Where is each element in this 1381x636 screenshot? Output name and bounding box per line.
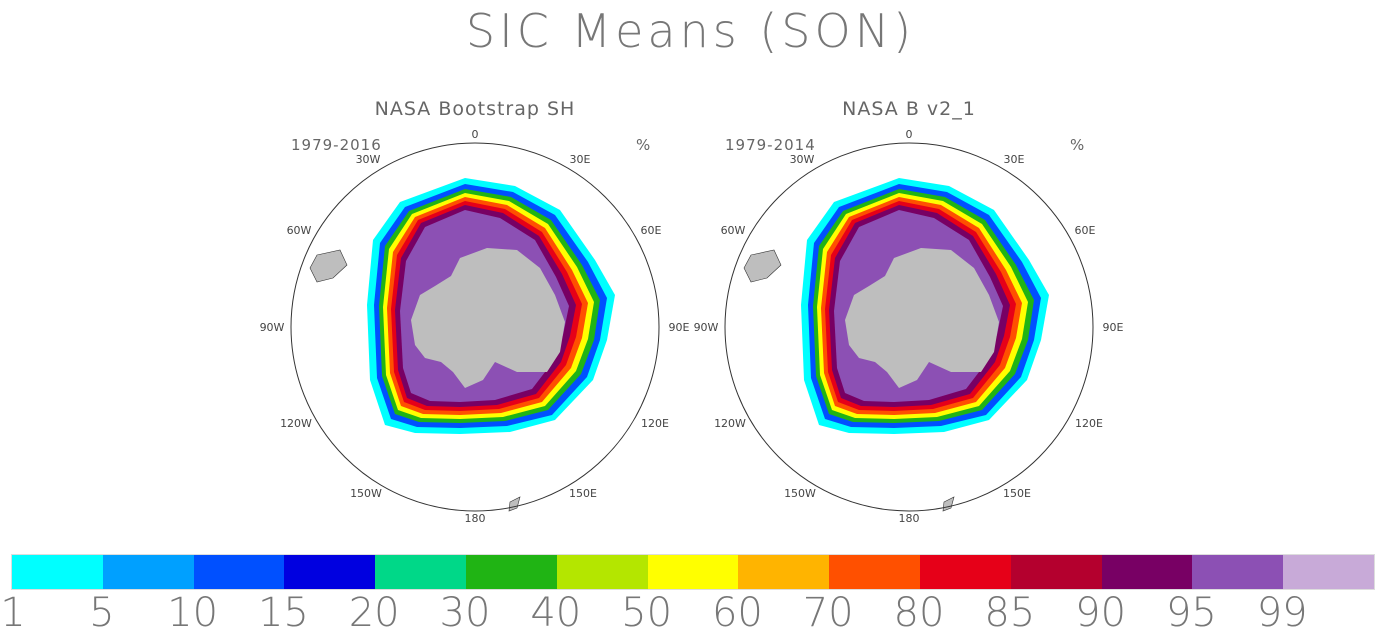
- lon-label-30w: 30W: [356, 153, 381, 166]
- colorbar-tick-label: 50: [621, 590, 673, 636]
- south-america-land: [743, 249, 782, 283]
- lon-label-30e: 30E: [570, 153, 591, 166]
- panel-title: NASA B v2_1: [842, 98, 976, 120]
- colorbar-tick-label: 40: [530, 590, 582, 636]
- colorbar-tick-label: 15: [257, 590, 309, 636]
- colorbar-swatch: [1192, 555, 1284, 589]
- antarctica-land: [845, 248, 999, 388]
- colorbar: [11, 554, 1375, 590]
- panel-years: 1979-2014: [725, 136, 816, 154]
- lon-label-150w: 150W: [784, 487, 816, 500]
- lon-label-90w: 90W: [694, 321, 719, 334]
- lon-label-150w: 150W: [350, 487, 382, 500]
- lon-label-90e: 90E: [1103, 321, 1124, 334]
- colorbar-swatch: [375, 555, 466, 589]
- lon-label-60w: 60W: [721, 224, 746, 237]
- lon-label-0: 0: [472, 128, 479, 141]
- lon-label-90e: 90E: [669, 321, 690, 334]
- colorbar-tick-label: 90: [1075, 590, 1127, 636]
- colorbar-tick-label: 85: [984, 590, 1036, 636]
- panel-title: NASA Bootstrap SH: [374, 98, 576, 120]
- colorbar-swatch: [1101, 555, 1193, 589]
- map-boundary: [290, 142, 660, 512]
- colorbar-tick-label: 80: [893, 590, 945, 636]
- colorbar-swatch: [284, 555, 376, 589]
- colorbar-swatch: [465, 555, 557, 589]
- new-zealand-land: [508, 496, 521, 512]
- colorbar-swatch: [1010, 555, 1102, 589]
- antarctica-land: [411, 248, 565, 388]
- colorbar-swatch: [647, 555, 739, 589]
- map-panel-right: NASA B v2_1 1979-2014 % 0 30E 60E 90E 12…: [689, 90, 1129, 530]
- polar-map: 0 30E 60E 90E 120E 150E 180 150W 120W 90…: [260, 128, 690, 525]
- colorbar-tick-label: 95: [1165, 590, 1217, 636]
- colorbar-tick-label: 60: [711, 590, 763, 636]
- colorbar-tick-label: 30: [439, 590, 491, 636]
- lon-label-150e: 150E: [1003, 487, 1031, 500]
- colorbar-tick-label: 20: [348, 590, 400, 636]
- colorbar-swatch: [1283, 555, 1374, 589]
- lon-label-60w: 60W: [287, 224, 312, 237]
- lon-label-180: 180: [465, 512, 486, 525]
- colorbar-tick-label: 99: [1256, 590, 1308, 636]
- colorbar-swatch: [738, 555, 830, 589]
- lon-label-120w: 120W: [714, 417, 746, 430]
- lon-label-0: 0: [906, 128, 913, 141]
- new-zealand-land: [942, 496, 955, 512]
- sea-ice-field: [801, 178, 1049, 434]
- lon-label-120e: 120E: [1075, 417, 1103, 430]
- lon-label-60e: 60E: [1075, 224, 1096, 237]
- colorbar-swatch: [919, 555, 1011, 589]
- colorbar-swatch: [829, 555, 920, 589]
- lon-label-120e: 120E: [641, 417, 669, 430]
- lon-label-150e: 150E: [569, 487, 597, 500]
- lon-label-90w: 90W: [260, 321, 285, 334]
- south-america-land: [309, 249, 348, 283]
- colorbar-tick-label: 1: [0, 590, 26, 636]
- panel-unit: %: [1070, 136, 1085, 154]
- lon-label-180: 180: [899, 512, 920, 525]
- lon-label-30w: 30W: [790, 153, 815, 166]
- map-boundary: [724, 142, 1094, 512]
- colorbar-swatch: [556, 555, 648, 589]
- colorbar-tick-label: 5: [89, 590, 115, 636]
- map-panel-left: NASA Bootstrap SH 1979-2016 % 0 30E 60E …: [255, 90, 695, 530]
- colorbar-swatch: [193, 555, 285, 589]
- sea-ice-field: [367, 178, 615, 434]
- figure-title: SIC Means (SON): [465, 4, 916, 58]
- colorbar-tick-label: 10: [167, 590, 219, 636]
- lon-label-60e: 60E: [641, 224, 662, 237]
- panel-unit: %: [636, 136, 651, 154]
- colorbar-swatch: [102, 555, 194, 589]
- polar-map: 0 30E 60E 90E 120E 150E 180 150W 120W 90…: [694, 128, 1124, 525]
- lon-label-30e: 30E: [1004, 153, 1025, 166]
- lon-label-120w: 120W: [280, 417, 312, 430]
- colorbar-swatch: [12, 555, 103, 589]
- panel-years: 1979-2016: [291, 136, 382, 154]
- colorbar-tick-label: 70: [802, 590, 854, 636]
